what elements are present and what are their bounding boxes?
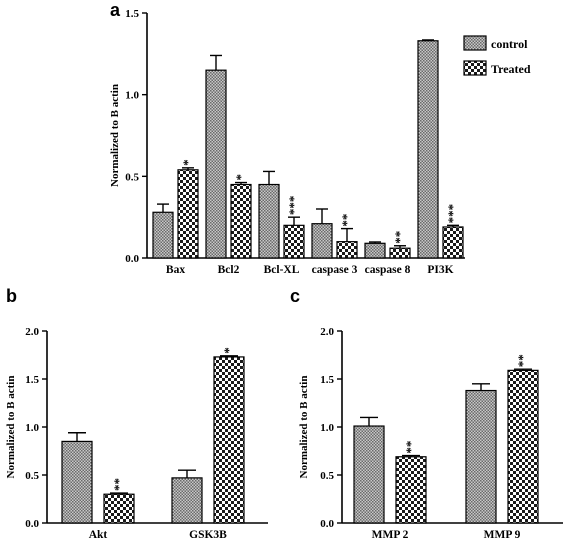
panel-label-a: a [110,0,121,20]
panel-label-b: b [6,286,17,306]
y-tick-label: 0.0 [320,518,334,530]
legend: control Treated [463,35,531,76]
bar-control [465,389,497,524]
bar-treated [103,493,135,524]
category-label: Bax [166,264,185,276]
legend-swatch-control [463,35,487,51]
category-label: Bcl-XL [264,264,300,276]
bar-treated [507,369,539,524]
bar-control [353,425,385,524]
y-tick-label: 0.5 [25,470,39,482]
y-tick-label: 1.5 [125,8,139,20]
chart-c: 0.0 0.5 1.0 1.5 2.0 Normalized to B actin ** MM… [298,326,563,541]
category-label: GSK3B [189,529,227,541]
bar-control [258,183,280,259]
bar-treated [395,456,427,524]
significance-label: ** [392,231,407,244]
bar-treated [442,226,464,259]
significance-label: ** [111,478,126,491]
bar-treated [336,241,358,259]
significance-label: *** [445,204,460,224]
y-tick-label: 2.0 [25,326,39,338]
y-tick-label: 1.0 [320,422,334,434]
y-tick-label: 0.5 [320,470,334,482]
bar-control [417,40,439,259]
bar-control [205,69,227,259]
y-axis-label: Normalized to B actin [109,84,121,187]
panel-label-c: c [290,286,300,306]
category-label: caspase 8 [365,264,411,276]
y-tick-label: 1.0 [25,422,39,434]
significance-label: * [233,174,248,181]
bar-treated [389,247,411,259]
category-label: MMP 9 [484,529,521,541]
legend-label-treated: Treated [491,62,531,76]
bar-control [364,242,386,259]
chart-a: 0.0 0.5 1.0 1.5 Normalized to B actin * Bax * Bc… [109,8,465,276]
y-tick-label: 1.5 [25,374,39,386]
significance-label: * [180,159,195,166]
bar-control [171,477,203,524]
bar-treated [230,183,252,259]
y-tick-label: 0.0 [25,518,39,530]
significance-label: ** [403,441,418,454]
bar-control [311,223,333,259]
y-tick-label: 1.5 [320,374,334,386]
legend-label-control: control [491,37,528,51]
bar-control [152,211,174,259]
bar-treated [177,169,199,259]
chart-b: 0.0 0.5 1.0 1.5 2.0 Normalized to B actin ** Ak… [5,326,268,541]
y-tick-label: 1.0 [125,90,139,102]
significance-label: ** [339,214,354,227]
bar-treated [213,356,245,524]
category-label: Bcl2 [218,264,240,276]
category-label: PI3K [427,264,453,276]
y-tick-label: 0.0 [125,253,139,265]
category-label: Akt [89,529,108,541]
category-label: caspase 3 [312,264,358,276]
significance-label: ** [515,354,530,367]
y-axis-label: Normalized to B actin [298,376,310,479]
category-label: MMP 2 [372,529,409,541]
significance-label: * [221,347,236,354]
y-tick-label: 2.0 [320,326,334,338]
bar-treated [283,224,305,259]
y-axis-label: Normalized to B actin [5,376,17,479]
y-tick-label: 0.5 [125,171,139,183]
significance-label: *** [286,196,301,216]
legend-swatch-treated [463,60,487,76]
bar-control [61,440,93,524]
